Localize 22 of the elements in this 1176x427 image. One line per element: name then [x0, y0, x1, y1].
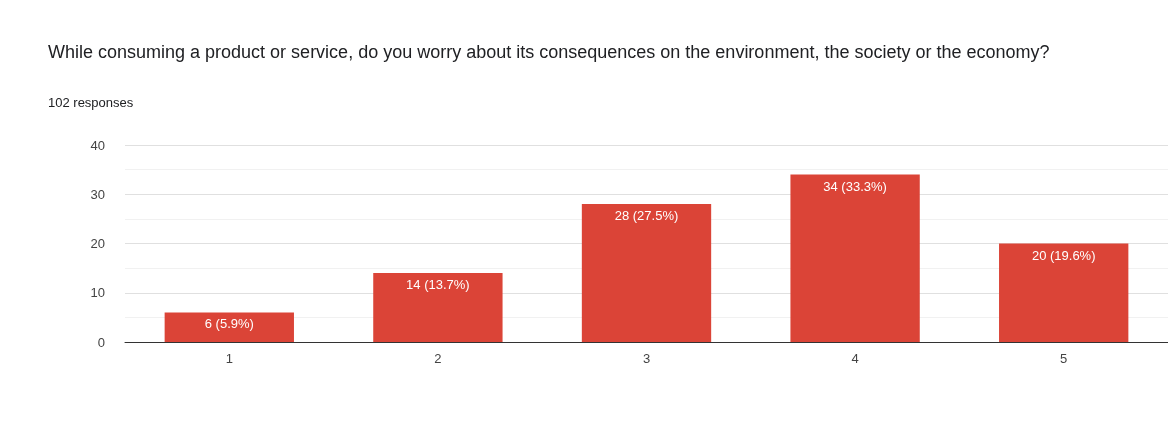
y-tick-label: 10 [90, 285, 105, 301]
data-label: 14 (13.7%) [406, 277, 470, 293]
data-label: 6 (5.9%) [204, 316, 254, 332]
bar [164, 312, 294, 342]
y-tick-label: 20 [90, 236, 105, 251]
y-tick-label: 30 [90, 186, 105, 202]
data-label: 20 (19.6%) [1031, 247, 1096, 263]
x-tick-label: 4 [851, 351, 859, 366]
y-tick-label: 0 [97, 334, 105, 350]
x-tick-label: 3 [642, 351, 651, 366]
x-tick-label: 1 [225, 351, 233, 366]
y-tick-label: 40 [90, 137, 105, 153]
x-tick-label: 5 [1060, 351, 1068, 366]
bar [790, 174, 920, 342]
bar [581, 204, 712, 342]
bar [999, 243, 1129, 342]
chart-title: While consuming a product or service, do you worry about its consequences on the environment, the society or the economy? [48, 42, 1050, 62]
x-tick-label: 2 [434, 351, 442, 366]
chart-subtitle: 102 responses [48, 95, 134, 110]
data-label: 28 (27.5%) [614, 208, 679, 224]
data-label: 34 (33.3%) [823, 178, 887, 194]
bar [373, 273, 503, 342]
